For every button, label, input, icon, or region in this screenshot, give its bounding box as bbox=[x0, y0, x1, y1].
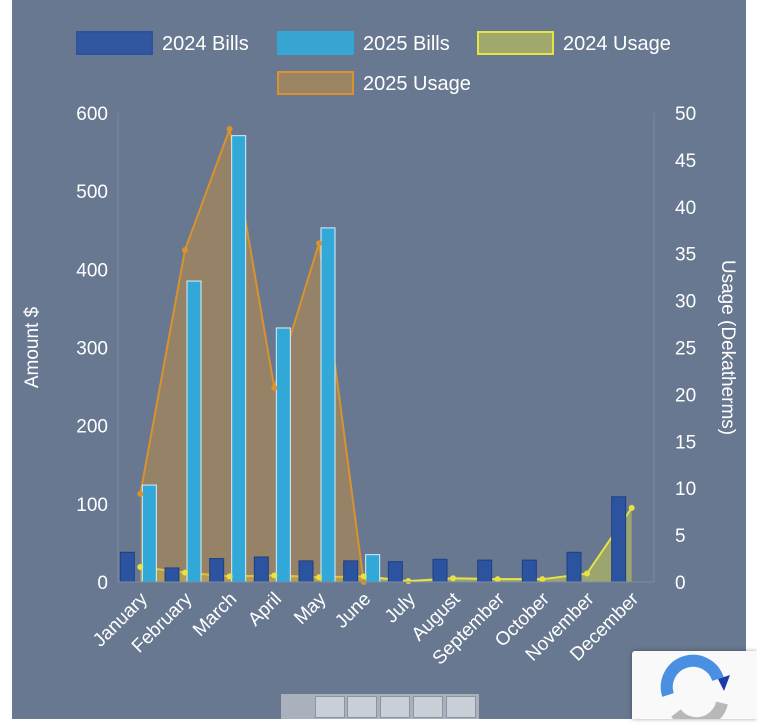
legend-swatch-2025-bills bbox=[277, 31, 354, 55]
y-tick-label: 500 bbox=[76, 182, 108, 203]
point-2024-usage bbox=[182, 569, 188, 576]
point-2024-usage bbox=[271, 572, 278, 579]
y-tick-label: 200 bbox=[76, 417, 108, 438]
bar-2025-bills bbox=[231, 135, 247, 583]
y2-axis-title: Usage (Dekatherms) bbox=[717, 260, 738, 435]
bar-2024-bills bbox=[566, 551, 582, 583]
chart-panel: 2024 Bills 2025 Bills 2024 Usage 2025 Usage… bbox=[12, 0, 746, 719]
point-2024-usage bbox=[450, 575, 456, 582]
bar-2024-bills bbox=[119, 551, 135, 583]
thumbnail-strip[interactable] bbox=[281, 694, 479, 719]
point-2024-usage bbox=[316, 574, 322, 581]
y-tick-label: 0 bbox=[97, 573, 108, 594]
point-2025-usage bbox=[182, 246, 188, 253]
bar-2024-bills bbox=[611, 496, 627, 583]
legend-label-2024-usage: 2024 Usage bbox=[563, 33, 671, 55]
bar-2024-bills bbox=[432, 558, 448, 583]
y2-tick-label: 50 bbox=[675, 104, 696, 125]
x-tick-label: July bbox=[381, 588, 420, 627]
point-2024-usage bbox=[405, 578, 412, 585]
point-2025-usage bbox=[137, 490, 144, 497]
y2-tick-label: 15 bbox=[675, 432, 696, 453]
point-2025-usage bbox=[226, 125, 233, 132]
y-tick-label: 600 bbox=[76, 104, 108, 125]
bar-2024-bills bbox=[209, 558, 225, 583]
recaptcha-icon bbox=[660, 654, 730, 724]
point-2024-usage bbox=[539, 576, 546, 583]
y2-tick-label: 35 bbox=[675, 245, 696, 266]
x-tick-label: April bbox=[244, 589, 286, 631]
y-tick-label: 100 bbox=[76, 495, 108, 516]
bar-2024-bills bbox=[387, 561, 403, 583]
x-tick-label: March bbox=[189, 589, 241, 641]
legend-swatch-2024-usage bbox=[477, 31, 554, 55]
y2-tick-label: 10 bbox=[675, 479, 696, 500]
point-2024-usage bbox=[584, 570, 590, 577]
legend-label-2025-bills: 2025 Bills bbox=[363, 33, 450, 55]
thumbnail-item[interactable] bbox=[380, 696, 410, 718]
y2-tick-label: 40 bbox=[675, 198, 696, 219]
bar-2025-bills bbox=[186, 280, 202, 583]
bar-2025-bills bbox=[365, 554, 381, 583]
thumbnail-item[interactable] bbox=[413, 696, 443, 718]
y-tick-label: 300 bbox=[76, 339, 108, 360]
y2-tick-label: 20 bbox=[675, 385, 696, 406]
x-tick-label: June bbox=[331, 589, 375, 633]
thumbnail-item[interactable] bbox=[446, 696, 476, 718]
point-2025-usage bbox=[271, 384, 278, 391]
bar-2024-bills bbox=[253, 556, 269, 583]
thumbnail-item[interactable] bbox=[315, 696, 345, 718]
y2-tick-label: 25 bbox=[675, 339, 696, 360]
y2-tick-label: 45 bbox=[675, 151, 696, 172]
usage-points bbox=[137, 125, 635, 585]
legend: 2024 Bills 2025 Bills 2024 Usage 2025 Usage bbox=[76, 31, 671, 95]
point-2024-usage bbox=[360, 573, 367, 580]
legend-label-2025-usage: 2025 Usage bbox=[363, 73, 471, 95]
thumbnail-item[interactable] bbox=[347, 696, 377, 718]
x-tick-label: May bbox=[290, 588, 331, 629]
y-tick-label: 400 bbox=[76, 260, 108, 281]
usage-areas bbox=[139, 125, 633, 583]
bar-2024-bills bbox=[298, 560, 314, 583]
bar-2024-bills bbox=[343, 560, 359, 583]
legend-swatch-2024-bills bbox=[76, 31, 153, 55]
axes: 0 100 200 300 400 500 600 0 5 10 15 20 25 30 35 40 45 50 A… bbox=[22, 104, 738, 669]
point-2024-usage bbox=[494, 576, 501, 583]
y2-tick-label: 0 bbox=[675, 573, 686, 594]
y2-tick-label: 5 bbox=[675, 526, 686, 547]
bar-2025-bills bbox=[275, 327, 291, 583]
bills-bars bbox=[119, 135, 627, 583]
legend-swatch-2025-usage bbox=[277, 71, 354, 95]
y-axis-title: Amount $ bbox=[22, 306, 43, 388]
bar-2024-bills bbox=[164, 567, 180, 583]
bar-2025-bills bbox=[320, 227, 336, 583]
bar-2025-bills bbox=[141, 484, 157, 583]
recaptcha-badge[interactable] bbox=[632, 651, 757, 724]
point-2024-usage bbox=[628, 504, 635, 511]
point-2025-usage bbox=[316, 240, 322, 247]
legend-label-2024-bills: 2024 Bills bbox=[162, 33, 249, 55]
point-2024-usage bbox=[226, 573, 233, 580]
bar-2024-bills bbox=[521, 559, 537, 583]
bar-2024-bills bbox=[477, 559, 493, 583]
y2-tick-label: 30 bbox=[675, 292, 696, 313]
point-2024-usage bbox=[137, 563, 144, 570]
